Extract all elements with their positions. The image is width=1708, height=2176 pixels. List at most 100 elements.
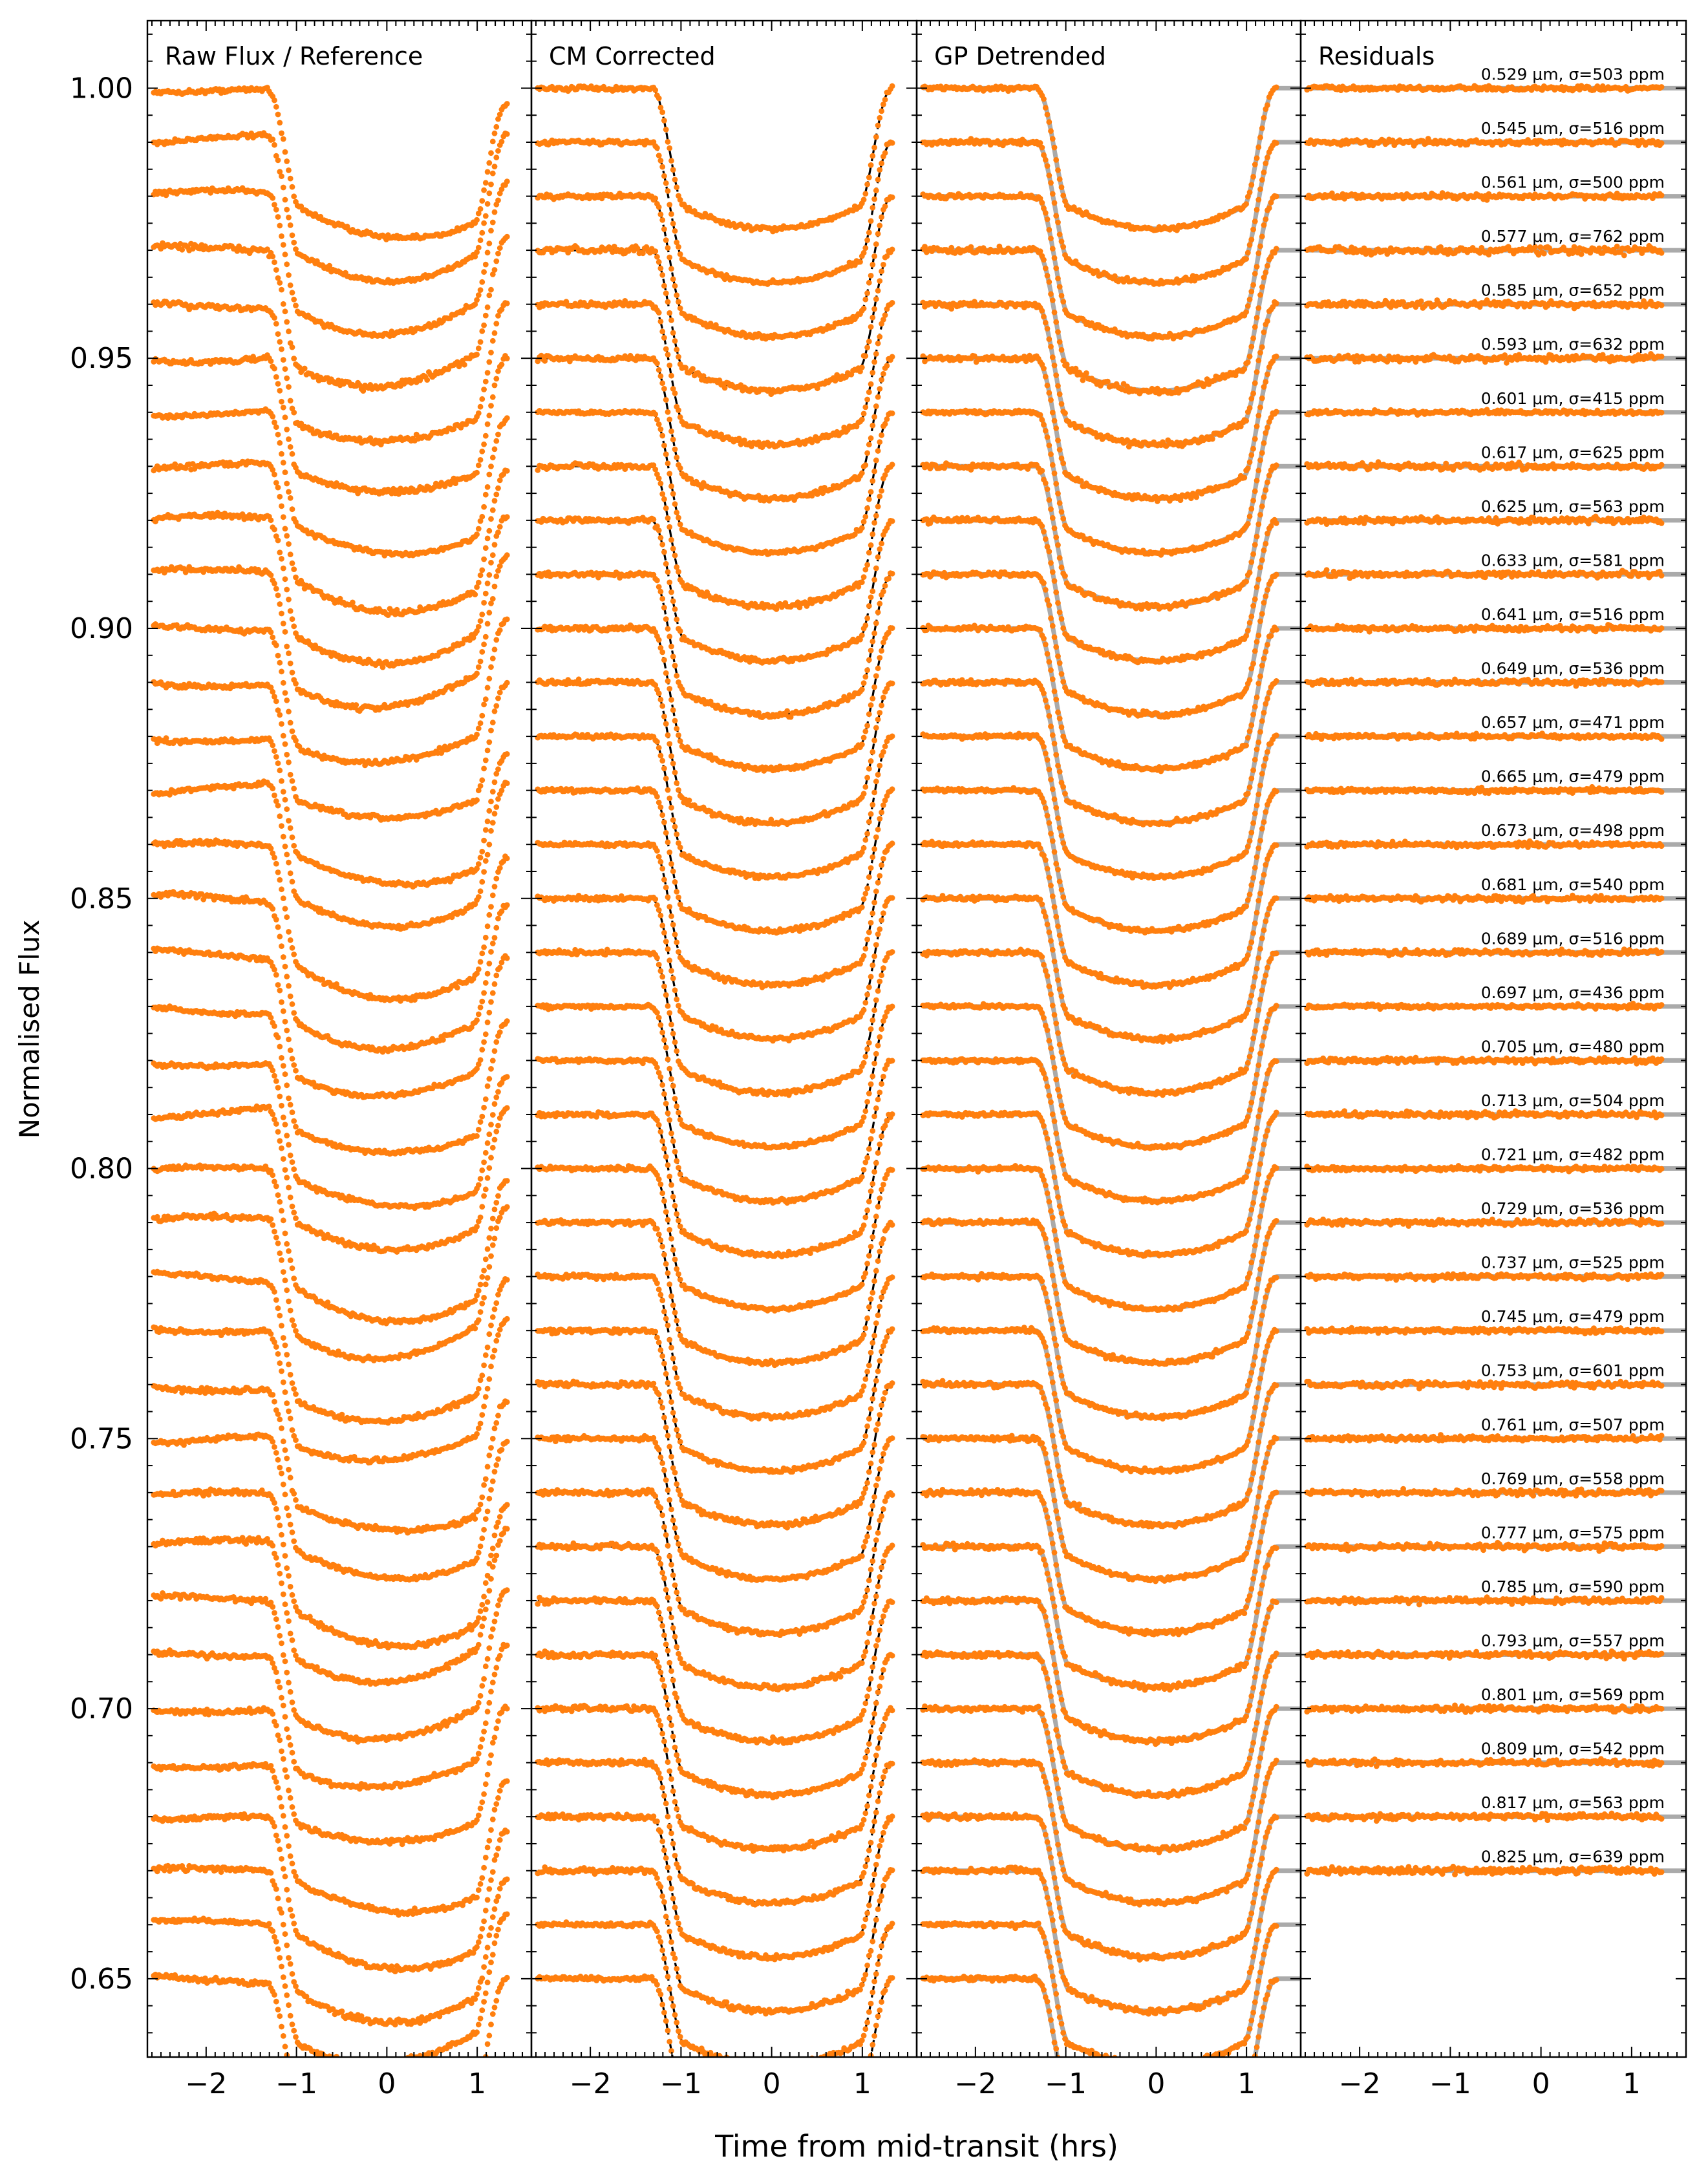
data-point — [280, 732, 286, 739]
data-point — [482, 934, 489, 941]
data-point — [495, 1089, 501, 1095]
data-point — [286, 929, 292, 935]
data-point — [280, 1115, 286, 1120]
data-point — [286, 272, 292, 278]
data-point — [488, 559, 494, 566]
data-point — [486, 912, 493, 918]
data-point — [479, 1113, 486, 1120]
data-point — [273, 1121, 279, 1127]
data-point — [489, 789, 496, 795]
data-point — [284, 1241, 290, 1247]
data-point — [477, 339, 484, 345]
data-point — [482, 590, 489, 597]
data-point — [479, 1274, 486, 1280]
data-point — [484, 535, 491, 542]
data-point — [484, 1275, 491, 1281]
data-point — [279, 778, 284, 784]
data-point — [273, 374, 279, 380]
data-point — [277, 120, 283, 126]
data-point — [479, 612, 486, 617]
data-point — [493, 438, 500, 444]
data-point — [289, 506, 295, 513]
data-point — [474, 297, 480, 303]
data-point — [272, 365, 277, 372]
data-point — [479, 1412, 486, 1418]
data-point — [479, 198, 486, 204]
data-point — [289, 1317, 295, 1323]
data-point — [284, 643, 290, 650]
data-point — [270, 1111, 276, 1117]
data-point — [486, 572, 493, 578]
data-point — [277, 280, 283, 286]
data-point — [481, 837, 487, 844]
data-point — [287, 1307, 294, 1314]
data-point — [277, 767, 283, 774]
data-point — [491, 267, 498, 273]
data-point — [474, 670, 480, 677]
data-point — [491, 382, 498, 389]
data-point — [482, 696, 489, 703]
data-point — [493, 875, 500, 882]
data-point — [489, 170, 496, 176]
data-point — [284, 427, 290, 432]
data-point — [277, 549, 283, 555]
data-point — [286, 489, 292, 495]
data-point — [484, 818, 491, 824]
data-point — [277, 987, 283, 994]
data-point — [489, 1058, 496, 1063]
light-curve-4 — [151, 233, 510, 394]
data-point — [273, 972, 279, 978]
data-point — [486, 240, 493, 246]
data-point — [504, 178, 510, 184]
data-point — [475, 1011, 482, 1018]
data-point — [279, 823, 284, 829]
data-point — [486, 160, 493, 166]
data-point — [504, 902, 510, 908]
light-curve-2 — [151, 130, 510, 286]
data-point — [275, 592, 281, 599]
data-point — [484, 169, 491, 175]
data-point — [488, 286, 494, 293]
data-point — [475, 579, 482, 586]
data-point — [264, 246, 270, 252]
data-point — [482, 491, 489, 498]
data-point — [284, 1082, 290, 1089]
data-point — [279, 346, 284, 352]
data-point — [484, 370, 491, 376]
data-point — [273, 1078, 279, 1084]
data-point — [486, 610, 493, 616]
data-point — [291, 566, 297, 572]
data-point — [268, 358, 274, 364]
data-point — [486, 1331, 493, 1338]
data-point — [477, 1309, 484, 1315]
data-point — [484, 250, 491, 256]
data-point — [496, 965, 503, 971]
data-point — [440, 1037, 446, 1043]
data-point — [504, 552, 510, 559]
data-point — [280, 404, 286, 411]
data-point — [286, 1036, 292, 1043]
data-point — [286, 1248, 292, 1254]
data-point — [282, 469, 288, 475]
data-point — [284, 1352, 290, 1358]
data-point — [286, 1142, 292, 1148]
data-point — [286, 167, 292, 173]
data-point — [498, 361, 505, 368]
data-point — [495, 197, 501, 204]
data-point — [491, 646, 498, 653]
data-point — [275, 652, 281, 659]
data-point — [474, 531, 480, 537]
data-point — [486, 471, 493, 478]
data-point — [275, 157, 281, 164]
data-point — [484, 970, 491, 977]
data-point — [272, 315, 277, 321]
data-point — [277, 222, 283, 229]
data-point — [272, 855, 277, 860]
data-point — [279, 1102, 284, 1109]
data-point — [491, 130, 498, 136]
data-point — [277, 1312, 283, 1319]
data-point — [277, 339, 283, 345]
data-point — [275, 1192, 281, 1198]
data-point — [282, 963, 288, 970]
data-point — [277, 1250, 283, 1256]
